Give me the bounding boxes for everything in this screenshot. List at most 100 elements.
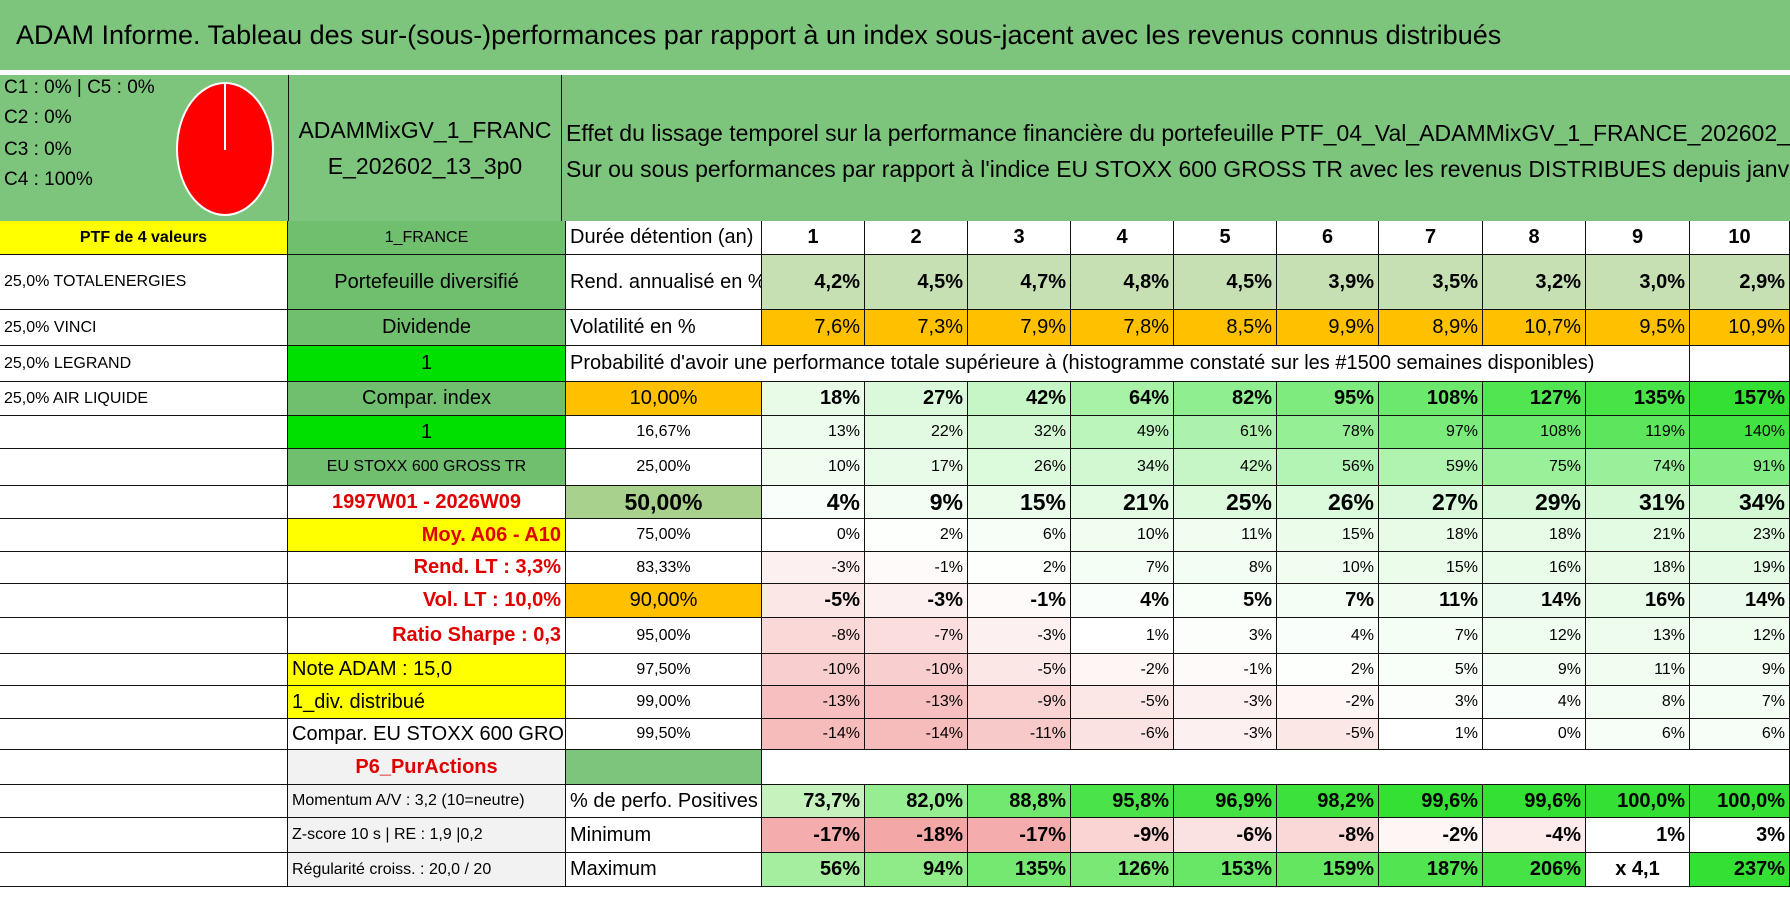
rend-value: 4,2% — [762, 255, 865, 310]
index-name: EU STOXX 600 GROSS TR — [288, 449, 566, 486]
probability-value: 18% — [1483, 519, 1586, 552]
probability-value: 56% — [1277, 449, 1379, 486]
maximum-value: 237% — [1690, 853, 1790, 887]
rend-label: Rend. annualisé en % — [566, 255, 762, 310]
probability-value: 95% — [1277, 382, 1379, 416]
year-header: 7 — [1379, 221, 1483, 255]
probability-value: 2% — [865, 519, 968, 552]
minimum-value: -17% — [762, 818, 865, 853]
probability-value: 26% — [968, 449, 1071, 486]
probability-value: 4% — [1071, 584, 1174, 618]
minimum-value: -6% — [1174, 818, 1277, 853]
probability-value: 8% — [1586, 686, 1690, 719]
probability-value: 7% — [1379, 618, 1483, 654]
year-header: 2 — [865, 221, 968, 255]
maximum-value: 126% — [1071, 853, 1174, 887]
probability-level: 10,00% — [566, 382, 762, 416]
ptf-count-label: PTF de 4 valeurs — [0, 221, 288, 255]
positives-label: % de perfo. Positives — [566, 785, 762, 818]
probability-value: 78% — [1277, 416, 1379, 449]
probability-level: 50,00% — [566, 486, 762, 519]
probability-value: 61% — [1174, 416, 1277, 449]
portfolio-name: ADAMMixGV_1_FRANCE_202602_13_3p0 — [288, 75, 562, 221]
probability-value: -11% — [968, 719, 1071, 750]
probability-value: 135% — [1586, 382, 1690, 416]
minimum-value: -17% — [968, 818, 1071, 853]
probability-value: 34% — [1690, 486, 1790, 519]
minimum-label: Minimum — [566, 818, 762, 853]
empty-cell — [0, 785, 288, 818]
probability-value: 59% — [1379, 449, 1483, 486]
probability-value: -7% — [865, 618, 968, 654]
probability-level: 99,00% — [566, 686, 762, 719]
probability-value: 7% — [1277, 584, 1379, 618]
description-line: Sur ou sous performances par rapport à l… — [566, 156, 1790, 182]
empty-cell — [0, 584, 288, 618]
year-header: 1 — [762, 221, 865, 255]
year-header: 6 — [1277, 221, 1379, 255]
probability-value: -14% — [762, 719, 865, 750]
probability-value: 127% — [1483, 382, 1586, 416]
empty-cell — [0, 449, 288, 486]
positives-value: 100,0% — [1586, 785, 1690, 818]
minimum-value: -8% — [1277, 818, 1379, 853]
compar-value: 1 — [288, 416, 566, 449]
probability-value: 82% — [1174, 382, 1277, 416]
probability-level: 83,33% — [566, 552, 762, 584]
probability-value: 42% — [968, 382, 1071, 416]
positives-value: 95,8% — [1071, 785, 1174, 818]
probability-value: 9% — [865, 486, 968, 519]
probability-value: -5% — [1277, 719, 1379, 750]
vol-value: 9,5% — [1586, 310, 1690, 346]
vol-value: 7,9% — [968, 310, 1071, 346]
probability-value: -14% — [865, 719, 968, 750]
probability-value: 74% — [1586, 449, 1690, 486]
empty-cell — [0, 750, 288, 785]
probability-value: 4% — [1483, 686, 1586, 719]
minimum-value: -4% — [1483, 818, 1586, 853]
vol-value: 10,9% — [1690, 310, 1790, 346]
probability-value: 119% — [1586, 416, 1690, 449]
probability-value: 2% — [1277, 654, 1379, 686]
probability-value: 14% — [1483, 584, 1586, 618]
probability-value: -10% — [762, 654, 865, 686]
zscore-label: Z-score 10 s | RE : 1,9 |0,2 — [288, 818, 566, 853]
rend-value: 4,5% — [1174, 255, 1277, 310]
probability-value: 12% — [1690, 618, 1790, 654]
probability-level: 90,00% — [566, 584, 762, 618]
probability-value: 11% — [1174, 519, 1277, 552]
probability-level: 75,00% — [566, 519, 762, 552]
class-line: C3 : 0% — [4, 139, 72, 160]
vol-value: 7,6% — [762, 310, 865, 346]
profile-label: P6_PurActions — [288, 750, 566, 785]
duration-label: Durée détention (an) — [566, 221, 762, 255]
probability-value: -9% — [968, 686, 1071, 719]
probability-value: 26% — [1277, 486, 1379, 519]
probability-value: 13% — [762, 416, 865, 449]
probability-value: 18% — [762, 382, 865, 416]
probability-value: 42% — [1174, 449, 1277, 486]
empty-cell — [0, 552, 288, 584]
probability-level: 25,00% — [566, 449, 762, 486]
maximum-value: 187% — [1379, 853, 1483, 887]
probability-value: -13% — [762, 686, 865, 719]
rend-value: 3,5% — [1379, 255, 1483, 310]
probability-value: 2% — [968, 552, 1071, 584]
maximum-label: Maximum — [566, 853, 762, 887]
minimum-value: 3% — [1690, 818, 1790, 853]
probability-value: 16% — [1586, 584, 1690, 618]
probability-value: -10% — [865, 654, 968, 686]
probability-value: -1% — [1174, 654, 1277, 686]
portfolio-type: Portefeuille diversifié — [288, 255, 566, 310]
probability-value: 22% — [865, 416, 968, 449]
period-label: 1997W01 - 2026W09 — [288, 486, 566, 519]
probability-label: Probabilité d'avoir une performance tota… — [566, 346, 1690, 382]
rend-value: 3,9% — [1277, 255, 1379, 310]
year-header: 10 — [1690, 221, 1790, 255]
positives-value: 96,9% — [1174, 785, 1277, 818]
probability-value: 15% — [968, 486, 1071, 519]
probability-value: -5% — [968, 654, 1071, 686]
probability-value: -1% — [865, 552, 968, 584]
class-line: C1 : 0% | C5 : 0% — [4, 77, 155, 98]
